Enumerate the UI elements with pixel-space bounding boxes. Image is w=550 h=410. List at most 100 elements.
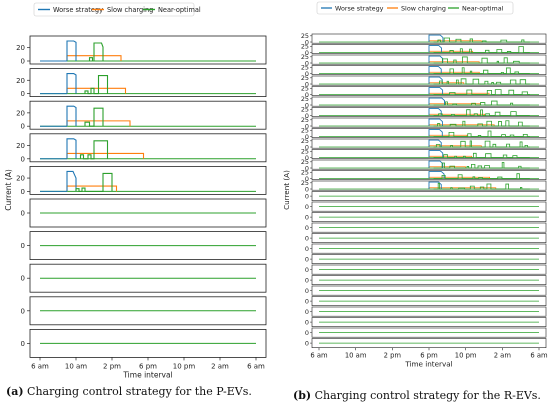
legend-a-label-slow: Slow charging xyxy=(107,6,153,14)
legend-a: Worse strategy Slow charging Near-optimal xyxy=(33,2,201,17)
y-tick-label-b: 25 xyxy=(301,116,309,124)
y-tick-label-a: 0 xyxy=(21,242,25,250)
y-tick-label-b: 0 xyxy=(305,175,309,183)
y-tick-label-b: 25 xyxy=(301,32,309,40)
y-tick-label-b: 0 xyxy=(305,255,309,263)
subplot-b-frame xyxy=(311,180,547,191)
y-tick-label-b: 25 xyxy=(301,74,309,82)
series-near-b xyxy=(433,130,530,137)
y-tick-label-b: 0 xyxy=(305,234,309,242)
series-near-b xyxy=(433,67,530,74)
series-near-b xyxy=(433,173,530,179)
subplot-b-frame xyxy=(311,44,547,54)
series-near-b xyxy=(433,120,530,127)
y-tick-label-b: 0 xyxy=(305,143,309,151)
series-worse-b xyxy=(428,129,443,137)
y-tick-label-a: 0 xyxy=(21,188,25,196)
y-tick-label-b: 25 xyxy=(301,43,309,51)
series-worse-a xyxy=(66,105,77,127)
subplot-b-frame xyxy=(311,159,547,170)
caption-a-label: (a) xyxy=(6,385,24,398)
x-tick-label-a: 2 pm xyxy=(103,362,121,370)
series-near-b xyxy=(433,182,530,190)
caption-b-text: Charging control strategy for the R-EVs. xyxy=(311,389,541,402)
legend-b-box xyxy=(316,1,514,15)
series-slow-a xyxy=(66,185,118,192)
series-near-b xyxy=(433,100,530,106)
x-tick-label-b: 2 am xyxy=(494,352,512,360)
series-slow-a xyxy=(66,152,145,159)
y-tick-label-a: 0 xyxy=(21,90,25,98)
x-tick-label-b: 10 am xyxy=(345,352,367,360)
y-tick-label-b: 0 xyxy=(305,339,309,347)
y-tick-label-a: 20 xyxy=(16,109,25,117)
y-tick-label-b: 0 xyxy=(305,329,309,337)
y-tick-label-b: 0 xyxy=(305,276,309,284)
series-near-a xyxy=(75,172,113,192)
series-worse-a xyxy=(66,138,77,159)
series-near-a xyxy=(88,42,104,62)
y-tick-label-a: 0 xyxy=(21,123,25,131)
y-tick-label-a: 0 xyxy=(21,340,25,348)
caption-a-text: Charging control strategy for the P-EVs. xyxy=(23,385,252,398)
series-worse-b xyxy=(428,160,444,168)
series-near-b xyxy=(433,56,530,64)
subplot-b-frame xyxy=(311,138,547,149)
y-tick-label-b: 0 xyxy=(305,308,309,316)
y-tick-label-b: 0 xyxy=(305,266,309,274)
x-tick-label-a: 6 am xyxy=(247,362,265,370)
series-worse-a xyxy=(66,170,77,192)
subplot-a-frame xyxy=(29,100,267,130)
y-tick-label-a: 20 xyxy=(16,77,25,85)
series-worse-b xyxy=(428,150,444,158)
series-near-b xyxy=(433,152,530,158)
y-tick-label-a: 20 xyxy=(16,44,25,52)
subplot-b-frame xyxy=(311,107,547,117)
y-tick-label-b: 25 xyxy=(301,53,309,61)
subplot-b-frame xyxy=(311,96,547,107)
x-tick-label-b: 6 am xyxy=(530,352,548,360)
y-tick-label-b: 25 xyxy=(301,127,309,135)
y-tick-label-b: 25 xyxy=(301,158,309,166)
series-worse-b xyxy=(428,34,444,42)
y-tick-label-b: 0 xyxy=(305,70,309,78)
subplot-a-frame xyxy=(29,68,267,97)
series-near-b xyxy=(433,78,530,85)
y-axis-label-b: Current (A) xyxy=(282,170,291,210)
series-near-b xyxy=(433,109,530,116)
series-worse-b xyxy=(428,118,443,126)
series-near-b xyxy=(433,37,530,43)
subplot-b-frame xyxy=(311,75,547,86)
y-tick-label-b: 0 xyxy=(305,154,309,162)
subplot-a-frame xyxy=(29,165,267,195)
y-tick-label-b: 0 xyxy=(305,38,309,46)
legend-b-label-worse: Worse strategy xyxy=(335,5,384,13)
legend-b-label-near: Near-optimal xyxy=(462,5,504,13)
y-tick-label-b: 25 xyxy=(301,64,309,72)
y-tick-label-b: 25 xyxy=(301,95,309,103)
x-tick-label-a: 6 am xyxy=(31,362,49,370)
y-tick-label-a: 20 xyxy=(16,175,25,183)
y-axis-label-a: Current (A) xyxy=(4,169,13,211)
subplot-b-frame xyxy=(311,170,547,180)
y-tick-label-b: 0 xyxy=(305,122,309,130)
y-tick-label-b: 0 xyxy=(305,164,309,172)
y-tick-label-b: 0 xyxy=(305,287,309,295)
y-tick-label-b: 0 xyxy=(305,133,309,141)
y-tick-label-b: 25 xyxy=(301,148,309,156)
x-tick-label-a: 10 pm xyxy=(173,362,196,370)
y-tick-label-b: 0 xyxy=(305,91,309,99)
y-tick-label-b: 0 xyxy=(305,112,309,120)
y-tick-label-a: 0 xyxy=(21,210,25,218)
subplot-b-frame xyxy=(311,86,547,96)
y-tick-label-b: 0 xyxy=(305,224,309,232)
x-tick-label-b: 10 pm xyxy=(455,352,477,360)
y-tick-label-b: 0 xyxy=(305,245,309,253)
series-near-a xyxy=(79,140,109,160)
x-tick-label-a: 6 pm xyxy=(139,362,157,370)
y-tick-label-a: 0 xyxy=(21,275,25,283)
y-tick-label-a: 20 xyxy=(16,142,25,150)
x-axis-label-a: Time interval xyxy=(122,370,172,379)
x-tick-label-b: 2 pm xyxy=(384,352,402,360)
